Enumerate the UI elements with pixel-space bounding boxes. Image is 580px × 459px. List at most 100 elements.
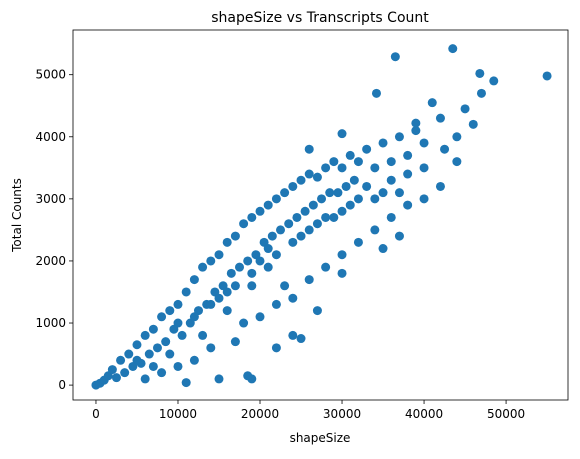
point — [329, 212, 339, 222]
point — [152, 343, 162, 353]
point — [263, 244, 273, 254]
point — [230, 281, 240, 291]
y-tick-label: 4000 — [35, 130, 66, 144]
point — [198, 330, 208, 340]
point — [353, 194, 363, 204]
point — [321, 262, 331, 272]
point — [419, 138, 429, 148]
point — [226, 268, 236, 278]
point — [378, 244, 388, 254]
point — [263, 200, 273, 210]
point — [140, 374, 150, 384]
point — [243, 256, 253, 266]
point — [267, 231, 277, 241]
point — [337, 163, 347, 173]
point — [157, 312, 167, 322]
point — [325, 188, 335, 198]
point — [161, 337, 171, 347]
point — [230, 231, 240, 241]
point — [263, 262, 273, 272]
point — [312, 172, 322, 182]
point — [116, 355, 126, 365]
point — [239, 219, 249, 229]
y-axis-label: Total Counts — [10, 178, 24, 253]
point — [308, 200, 318, 210]
point — [337, 268, 347, 278]
y-tick-label: 3000 — [35, 192, 66, 206]
point — [452, 157, 462, 167]
point — [144, 349, 154, 359]
x-tick-label: 0 — [92, 407, 100, 421]
point — [214, 374, 224, 384]
point — [435, 113, 445, 123]
point — [370, 163, 380, 173]
point — [247, 268, 257, 278]
point — [189, 355, 199, 365]
point — [460, 104, 470, 114]
point — [411, 126, 421, 136]
y-tick-label: 0 — [58, 378, 66, 392]
point — [296, 334, 306, 344]
point — [386, 212, 396, 222]
point — [312, 219, 322, 229]
point — [476, 88, 486, 98]
point — [157, 368, 167, 378]
point — [337, 129, 347, 139]
point — [378, 188, 388, 198]
point — [333, 188, 343, 198]
point — [148, 324, 158, 334]
point — [329, 157, 339, 167]
point — [288, 181, 298, 191]
point — [288, 237, 298, 247]
point — [317, 194, 327, 204]
point — [403, 150, 413, 160]
point — [255, 312, 265, 322]
point — [280, 281, 290, 291]
point — [189, 275, 199, 285]
point — [300, 206, 310, 216]
point — [296, 175, 306, 185]
point — [353, 237, 363, 247]
point — [214, 293, 224, 303]
point — [362, 181, 372, 191]
point — [468, 119, 478, 129]
y-tick-label: 2000 — [35, 254, 66, 268]
point — [349, 175, 359, 185]
point — [419, 163, 429, 173]
point — [189, 312, 199, 322]
point — [403, 200, 413, 210]
point — [181, 378, 191, 388]
point — [206, 256, 216, 266]
point — [148, 361, 158, 371]
point — [271, 299, 281, 309]
point — [378, 138, 388, 148]
point — [124, 349, 134, 359]
x-tick-label: 30000 — [323, 407, 361, 421]
axes-frame — [72, 29, 569, 401]
point — [198, 262, 208, 272]
x-tick-label: 50000 — [487, 407, 525, 421]
point — [255, 256, 265, 266]
point — [222, 287, 232, 297]
point — [542, 71, 552, 81]
point — [362, 144, 372, 154]
point — [206, 299, 216, 309]
point — [386, 157, 396, 167]
x-tick-label: 40000 — [405, 407, 443, 421]
point — [403, 169, 413, 179]
point — [255, 206, 265, 216]
point — [312, 306, 322, 316]
point — [370, 194, 380, 204]
point — [243, 371, 253, 381]
point — [165, 306, 175, 316]
point — [304, 225, 314, 235]
point — [427, 98, 437, 108]
point — [214, 250, 224, 260]
point — [206, 343, 216, 353]
point — [386, 175, 396, 185]
point — [321, 212, 331, 222]
point — [276, 225, 286, 235]
point — [419, 194, 429, 204]
point — [321, 163, 331, 173]
